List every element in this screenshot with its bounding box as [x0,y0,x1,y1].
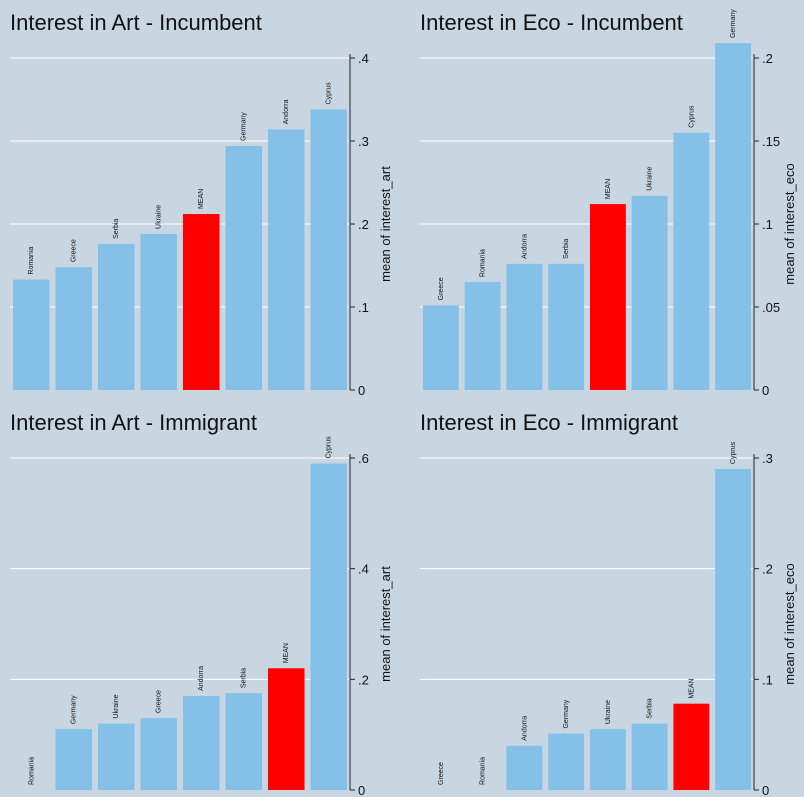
y-tick-label: .3 [762,451,773,466]
bar-germany [715,43,752,391]
bar-ukraine [631,195,668,390]
bar-ukraine [140,233,178,390]
chart-panel-eco-immigrant: Interest in Eco - Immigrant Greece Romani… [410,400,804,797]
chart-svg: Romania Germany Ukraine Greece Andorra Serbia… [10,436,393,797]
bar-greece [140,718,178,790]
bar-serbia [225,693,263,790]
chart-title: Interest in Eco - Incumbent [420,10,683,35]
chart-panel-art-incumbent: Interest in Art - Incumbent Romania Greec… [0,0,400,398]
bar-label: Ukraine [647,167,654,191]
y-tick-label: .4 [358,562,369,577]
y-axis-label: mean of interest_eco [782,563,797,684]
bar-label: Cyprus [326,436,333,459]
bar-label: Andorra [521,234,528,259]
y-tick-label: .4 [358,51,369,66]
bar-label: Andorra [521,716,528,741]
bar-label: MEAN [605,179,612,199]
chart-title: Interest in Art - Immigrant [10,410,257,435]
y-tick-label: 0 [762,383,769,398]
bar-label: Germany [71,695,78,724]
bar-mean [673,703,710,790]
bar-cyprus [715,469,752,790]
bar-cyprus [310,109,348,391]
bar-germany [548,733,585,790]
bar-andorra [506,263,543,390]
y-axis-label: mean of interest_art [378,166,393,282]
y-tick-label: 0 [762,783,769,797]
bar-label: Romania [480,249,487,277]
bar-serbia [631,723,668,790]
bar-label: Greece [438,762,445,785]
y-tick-label: .2 [762,51,773,66]
bar-label: Serbia [241,668,248,688]
y-tick-label: .2 [358,217,369,232]
bar-serbia [97,243,135,390]
y-tick-label: .2 [358,672,369,687]
y-tick-label: .05 [762,300,780,315]
bar-label: Greece [156,690,163,713]
bar-label: Ukraine [605,700,612,724]
bar-label: Germany [563,699,570,728]
y-axis-label: mean of interest_eco [782,163,797,284]
chart-panel-eco-incumbent: Interest in Eco - Incumbent Greece Romani… [410,0,804,398]
bar-andorra [267,129,305,390]
y-tick-label: .1 [762,672,773,687]
bar-mean [589,204,626,390]
bar-romania [464,282,501,390]
chart-title: Interest in Eco - Immigrant [420,410,678,435]
bar-label: Greece [71,239,78,262]
bar-label: MEAN [283,643,290,663]
bar-label: Andorra [283,99,290,124]
y-tick-label: 0 [358,783,365,797]
y-tick-label: .1 [358,300,369,315]
bar-label: Ukraine [113,694,120,718]
bar-andorra [506,745,543,790]
bar-label: Serbia [647,698,654,718]
bar-label: Serbia [563,238,570,258]
bar-serbia [548,263,585,390]
bar-mean [182,214,220,390]
bar-greece [55,267,93,390]
bar-label: Ukraine [156,205,163,229]
y-axis-label: mean of interest_art [378,566,393,682]
bar-label: Germany [241,112,248,141]
bar-ukraine [589,729,626,790]
bar-germany [55,729,93,790]
bar-label: Romania [28,757,35,785]
y-tick-label: .2 [762,562,773,577]
bar-mean [267,668,305,790]
chart-svg: Romania Greece Serbia Ukraine MEAN Germany And… [10,51,393,398]
y-tick-label: .3 [358,134,369,149]
bar-label: Romania [480,757,487,785]
bar-ukraine [97,723,135,790]
y-tick-label: .6 [358,451,369,466]
chart-title: Interest in Art - Incumbent [10,10,262,35]
chart-svg: Greece Romania Andorra Germany Ukraine Serbia… [420,441,797,797]
bar-cyprus [673,132,710,390]
bar-label: MEAN [688,678,695,698]
bar-cyprus [310,463,348,790]
y-tick-label: .1 [762,217,773,232]
bar-label: Cyprus [688,105,695,128]
bar-label: Andorra [198,666,205,691]
bar-label: MEAN [198,189,205,209]
bar-germany [225,145,263,390]
bar-romania [12,279,50,390]
bar-label: Greece [438,277,445,300]
bar-andorra [182,695,220,790]
y-tick-label: 0 [358,383,365,398]
bar-label: Serbia [113,219,120,239]
chart-panel-art-immigrant: Interest in Art - Immigrant Romania Germa… [0,400,400,797]
bar-label: Romania [28,246,35,274]
bar-label: Germany [730,9,737,38]
y-tick-label: .15 [762,134,780,149]
bar-greece [422,305,459,390]
chart-svg: Greece Romania Andorra Serbia MEAN Ukraine Cyp… [420,9,797,398]
bar-label: Cyprus [326,82,333,105]
bar-label: Cyprus [730,441,737,464]
